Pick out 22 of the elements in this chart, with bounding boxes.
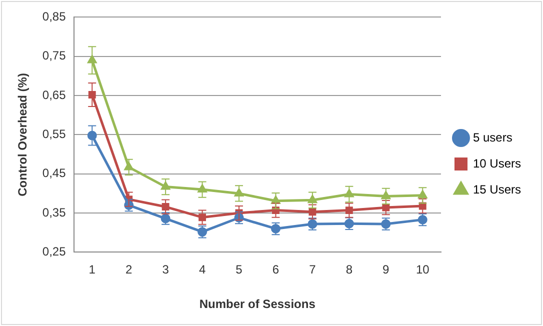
y-tick-label: 0,85: [42, 10, 66, 24]
x-tick-label: 2: [125, 262, 132, 277]
y-tick-label: 0,65: [42, 88, 66, 102]
x-tick-label: 10: [416, 262, 430, 277]
x-tick-label: 1: [88, 262, 96, 277]
y-tick-label: 0,25: [42, 244, 66, 259]
y-tick-label: 0,75: [42, 48, 66, 63]
legend-label: 5 users: [472, 130, 512, 144]
x-tick-label: 3: [162, 262, 170, 277]
x-tick-label: 9: [382, 262, 390, 277]
y-tick-label: 0,35: [42, 205, 66, 220]
legend-label: 15 Users: [472, 182, 522, 196]
y-tick-label: 0,45: [42, 166, 66, 180]
legend-label: 10 Users: [472, 156, 522, 170]
y-axis-title: Control Overhead (%): [16, 73, 30, 196]
x-tick-label: 6: [272, 262, 280, 277]
x-tick-label: 5: [236, 262, 243, 277]
x-axis-title: Number of Sessions: [199, 297, 316, 312]
x-tick-label: 4: [198, 262, 206, 277]
x-tick-label: 7: [309, 262, 316, 277]
y-tick-label: 0,55: [42, 127, 66, 142]
x-tick-label: 8: [346, 262, 353, 277]
